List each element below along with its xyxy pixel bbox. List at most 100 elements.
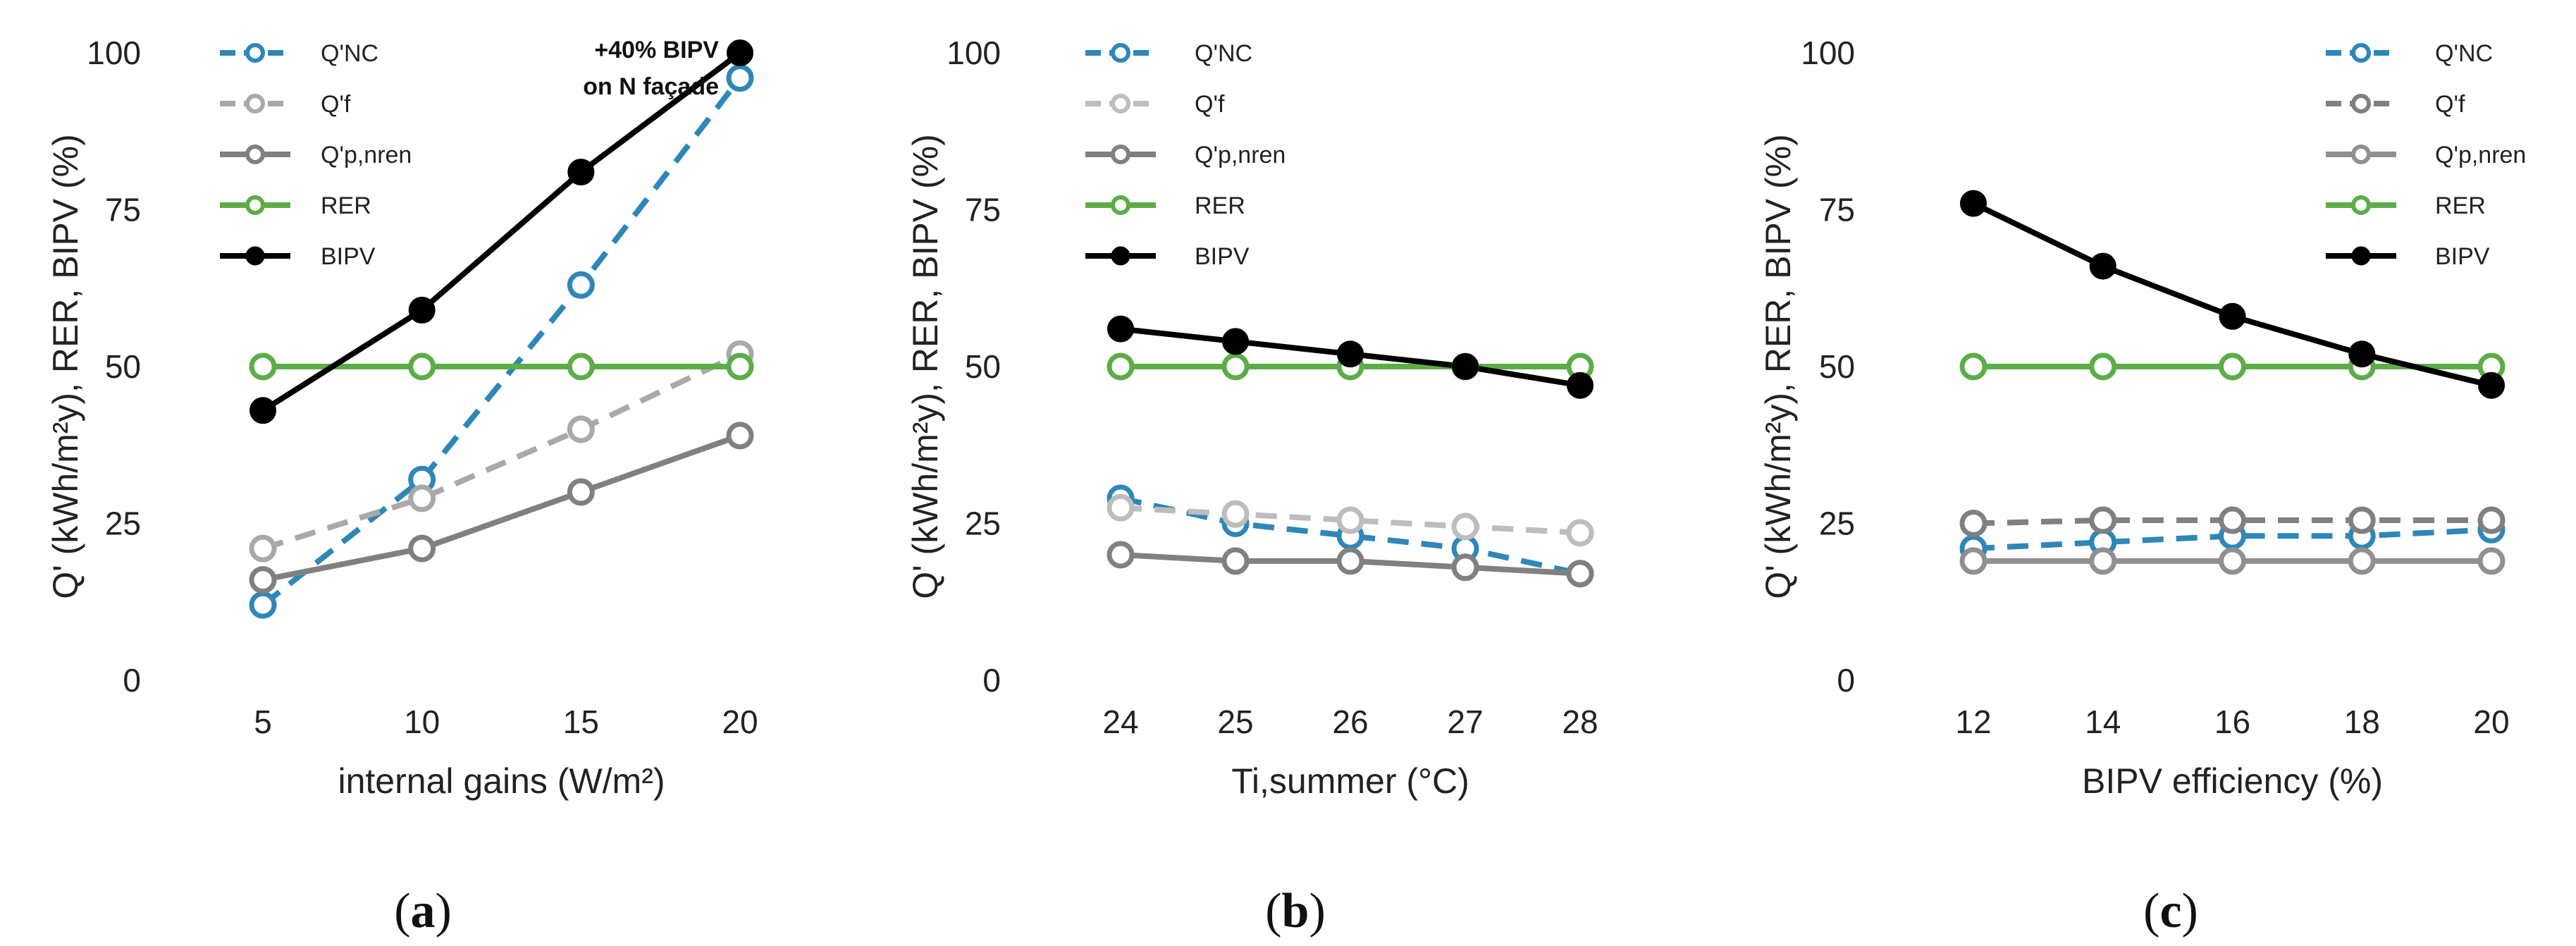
data-point-q-f [2219, 506, 2246, 534]
y-tick-label: 25 [1819, 505, 1855, 542]
legend-label-q-p-nren: Q'p,nren [321, 142, 412, 168]
data-point-q-f [1107, 493, 1135, 522]
x-tick-label: 24 [1102, 704, 1138, 740]
data-point-q-f [1959, 510, 1988, 537]
data-point-q-f [1221, 500, 1250, 528]
data-point-bipv [2219, 302, 2246, 330]
data-point-rer [249, 352, 277, 381]
legend: Q'NC Q'f Q'p,nren RER BIPV [2326, 40, 2526, 270]
data-point-rer [408, 352, 436, 381]
legend-marker-q-p-nren [1111, 145, 1130, 164]
data-point-q-f [1336, 506, 1364, 534]
x-tick-label: 15 [563, 704, 599, 740]
y-tick-label: 0 [123, 662, 141, 699]
data-point-bipv [1452, 353, 1479, 380]
y-tick-label: 50 [1819, 348, 1855, 385]
data-point-q-f [408, 484, 436, 512]
legend-marker-q-f [1111, 94, 1130, 113]
legend-label-q-f: Q'f [321, 91, 351, 118]
legend-marker-q-f [245, 94, 265, 113]
x-tick-label: 14 [2085, 704, 2121, 740]
x-tick-label: 28 [1562, 704, 1598, 740]
y-tick-label: 75 [105, 192, 141, 228]
legend-marker-rer [245, 195, 265, 215]
chart-panel-c: 0 25 50 75 100 12 14 16 18 20 BIPV efficiency (%) Q… [1758, 35, 2526, 938]
x-axis-title: BIPV efficiency (%) [2082, 761, 2383, 801]
y-tick-label: 75 [1819, 192, 1855, 228]
data-point-q-p-nren [1451, 553, 1479, 582]
data-point-rer [567, 352, 595, 381]
legend-label-bipv: BIPV [321, 243, 376, 270]
x-tick-label: 20 [722, 704, 758, 740]
series-line-q-nc [1120, 495, 1581, 577]
legend-label-rer: RER [2435, 192, 2486, 219]
data-point-q-p-nren [2219, 547, 2246, 575]
data-point-bipv [1567, 371, 1594, 399]
data-point-q-nc [567, 271, 595, 299]
series-line-q-f [261, 351, 741, 551]
data-point-bipv [2089, 252, 2116, 280]
y-tick-label: 0 [1837, 662, 1855, 699]
y-axis-title: Q' (kWh/m²y), RER, BIPV (%) [1758, 134, 1798, 599]
y-tick-label: 25 [105, 505, 141, 542]
data-point-rer [726, 352, 754, 381]
x-tick-label: 10 [404, 704, 440, 740]
y-tick-label: 100 [947, 35, 1001, 71]
legend-marker-rer [2351, 195, 2371, 215]
data-point-q-p-nren [2089, 547, 2117, 575]
panel-label: (a) [394, 884, 452, 938]
y-axis-title: Q' (kWh/m²y), RER, BIPV (%) [906, 134, 945, 599]
legend-marker-bipv [245, 246, 265, 266]
data-point-bipv [249, 397, 276, 424]
y-tick-label: 100 [1801, 35, 1855, 71]
legend-label-q-nc: Q'NC [2435, 40, 2493, 67]
data-point-q-p-nren [249, 566, 277, 594]
data-point-q-p-nren [567, 478, 595, 506]
data-point-bipv [1960, 190, 1987, 217]
data-point-bipv [727, 39, 753, 66]
legend-marker-rer [1111, 195, 1130, 215]
legend-marker-bipv [1111, 246, 1130, 266]
panel-label: (b) [1265, 884, 1326, 938]
y-tick-label: 100 [87, 35, 141, 71]
data-point-rer [2219, 352, 2246, 381]
legend-label-q-f: Q'f [1195, 91, 1225, 118]
y-tick-label: 50 [965, 348, 1001, 385]
x-tick-label: 5 [254, 704, 272, 740]
x-tick-label: 25 [1217, 704, 1253, 740]
x-axis-title: Ti,summer (°C) [1231, 761, 1469, 801]
legend-marker-q-p-nren [2351, 145, 2371, 164]
y-axis-title: Q' (kWh/m²y), RER, BIPV (%) [46, 134, 85, 599]
legend-marker-q-nc [245, 43, 265, 63]
legend-label-rer: RER [321, 192, 371, 219]
series-line-q-p-nren [262, 433, 741, 583]
legend: Q'NC Q'f Q'p,nren RER BIPV [220, 40, 412, 270]
chart-panel-b: 0 25 50 75 100 24 25 26 27 28 Ti,summer (°C) Q' (kW… [906, 35, 1598, 938]
legend-marker-q-p-nren [245, 145, 265, 164]
legend-marker-q-nc [1111, 43, 1130, 63]
x-tick-label: 12 [1955, 704, 1991, 740]
data-point-bipv [1222, 328, 1249, 355]
data-point-q-f [2089, 506, 2117, 534]
legend-label-bipv: BIPV [2435, 243, 2490, 270]
series-line-q-f [1973, 517, 2491, 527]
legend: Q'NC Q'f Q'p,nren RER BIPV [1085, 40, 1286, 270]
data-point-bipv [2348, 340, 2376, 368]
data-point-q-p-nren [2348, 547, 2376, 575]
y-tick-label: 50 [105, 348, 141, 385]
series-line-q-f [1120, 505, 1581, 536]
data-point-bipv [408, 296, 436, 324]
data-point-q-p-nren [1107, 541, 1135, 569]
annotation-text: +40% BIPV [594, 37, 719, 63]
data-point-rer [1959, 352, 1988, 381]
data-point-bipv [567, 159, 595, 186]
x-tick-label: 26 [1332, 704, 1368, 740]
y-tick-label: 25 [965, 505, 1001, 542]
panel-label: (c) [2143, 884, 2198, 938]
data-point-q-f [1451, 512, 1479, 541]
legend-label-q-nc: Q'NC [1195, 40, 1252, 67]
data-point-rer [1107, 352, 1135, 381]
data-point-rer [2089, 352, 2117, 381]
data-point-q-p-nren [1959, 547, 1988, 575]
legend-marker-q-nc [2351, 43, 2371, 63]
